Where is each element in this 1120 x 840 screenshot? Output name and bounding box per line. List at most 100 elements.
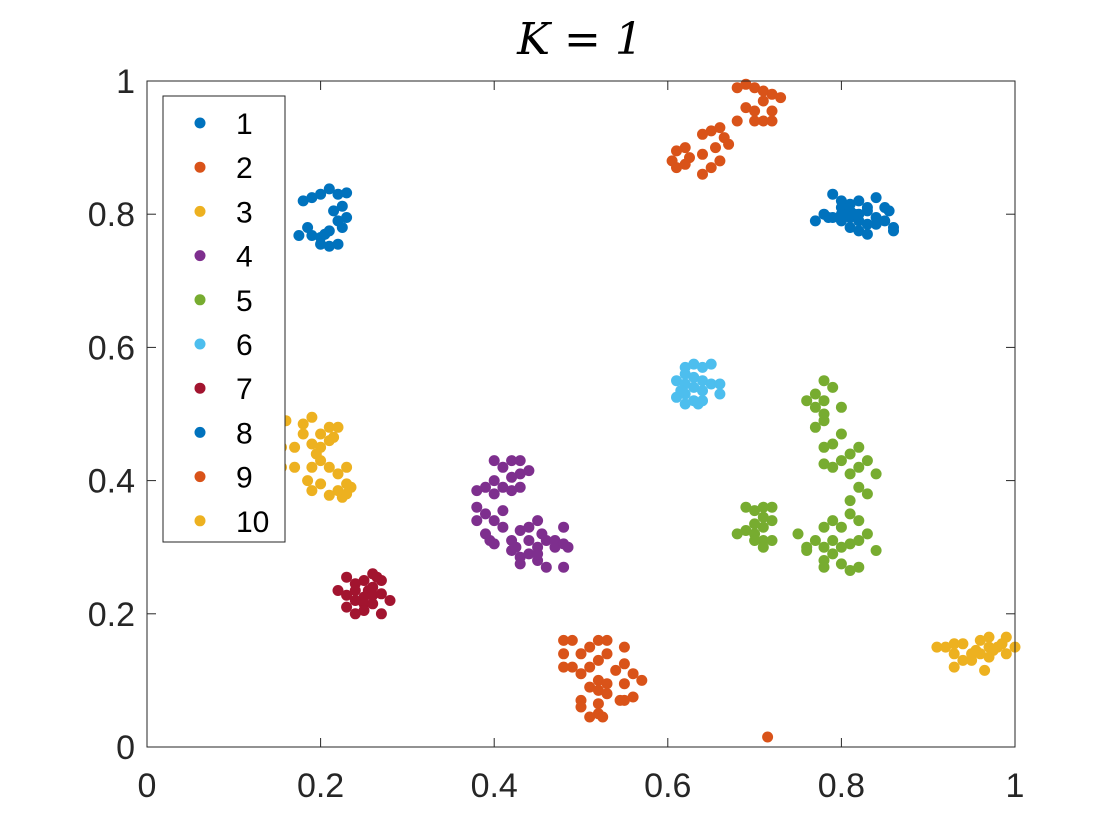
data-point-series-2 (731, 115, 743, 127)
data-point-series-5 (861, 488, 873, 500)
legend-marker (194, 426, 206, 438)
data-point-series-5 (844, 495, 856, 507)
data-point-series-1 (341, 187, 353, 199)
data-point-series-3 (297, 428, 309, 440)
data-point-series-3 (289, 461, 301, 473)
data-point-series-2 (697, 148, 708, 160)
data-point-series-6 (705, 378, 717, 390)
data-point-series-4 (532, 548, 544, 560)
data-point-series-9 (592, 684, 604, 696)
data-point-series-9 (636, 674, 648, 686)
data-point-series-10 (948, 638, 960, 650)
data-point-series-3 (341, 461, 353, 473)
data-point-series-5 (749, 505, 761, 517)
data-point-series-6 (688, 358, 700, 370)
data-point-series-3 (323, 421, 335, 433)
x-tick-label: 1 (1006, 767, 1025, 805)
data-point-series-2 (757, 85, 769, 97)
data-point-series-6 (714, 388, 726, 400)
data-point-series-8 (853, 225, 865, 237)
series-5 (731, 375, 882, 576)
data-point-series-9 (558, 634, 570, 646)
legend-item: 8 (194, 417, 253, 450)
data-point-series-5 (853, 441, 865, 453)
data-point-series-3 (341, 478, 353, 490)
data-point-series-5 (844, 508, 856, 520)
data-point-series-9 (601, 678, 613, 690)
data-point-series-1 (323, 183, 335, 195)
data-point-series-5 (818, 415, 830, 427)
data-point-series-9 (575, 701, 587, 713)
data-point-series-10 (966, 654, 978, 666)
data-point-series-4 (514, 468, 526, 480)
data-point-series-2 (740, 78, 752, 90)
data-point-series-10 (940, 641, 952, 653)
data-point-series-7 (358, 605, 370, 616)
data-point-series-6 (688, 381, 700, 393)
data-point-series-1 (293, 230, 305, 241)
data-point-series-9 (618, 678, 630, 690)
data-point-series-5 (844, 448, 856, 460)
data-point-series-10 (931, 641, 943, 653)
data-point-series-5 (827, 515, 839, 527)
data-point-series-5 (835, 455, 847, 467)
data-point-series-4 (506, 471, 518, 483)
data-point-series-4 (497, 481, 509, 493)
data-point-series-5 (757, 511, 769, 523)
data-point-series-6 (679, 398, 691, 410)
data-point-series-1 (297, 195, 309, 207)
x-tick-label: 0.4 (471, 767, 518, 805)
data-point-series-7 (358, 575, 370, 586)
data-point-series-9 (627, 691, 639, 703)
data-point-series-9 (610, 664, 622, 676)
data-point-series-1 (341, 212, 353, 223)
data-point-series-5 (835, 401, 847, 413)
legend-marker (194, 250, 206, 262)
data-point-series-6 (705, 358, 717, 370)
data-point-series-1 (315, 238, 327, 250)
ticks-layer: 0 0.2 0.4 0.6 0.8 100.20.40.60.81 (88, 63, 1025, 805)
data-point-series-5 (844, 565, 856, 576)
data-point-series-5 (818, 561, 830, 573)
data-point-series-2 (731, 82, 743, 94)
legend-label: 9 (236, 462, 253, 495)
data-point-series-5 (818, 441, 830, 453)
legend-item: 9 (194, 462, 253, 495)
legend-marker (194, 515, 206, 527)
series-1 (293, 183, 353, 252)
data-point-series-6 (697, 375, 708, 387)
data-point-series-5 (853, 461, 865, 473)
data-point-series-4 (514, 455, 526, 467)
data-point-series-7 (341, 601, 353, 613)
data-point-series-5 (749, 535, 761, 546)
legend-marker (194, 338, 206, 350)
data-point-series-9 (566, 634, 578, 646)
data-point-series-8 (835, 208, 847, 220)
y-tick-label: 0.6 (88, 329, 135, 367)
data-point-series-3 (306, 438, 318, 450)
data-point-series-9 (601, 634, 613, 646)
data-point-series-5 (853, 535, 865, 546)
x-tick-label: 0.2 (297, 767, 344, 805)
data-point-series-1 (306, 192, 318, 204)
data-point-series-10 (970, 644, 982, 656)
data-point-series-5 (835, 428, 847, 440)
series-4 (471, 455, 574, 573)
data-point-series-9 (601, 648, 613, 660)
data-point-series-4 (514, 481, 526, 493)
data-point-series-7 (349, 608, 361, 620)
data-point-series-3 (306, 411, 318, 423)
data-point-series-5 (853, 481, 865, 493)
data-point-series-4 (523, 548, 535, 560)
data-point-series-2 (757, 95, 769, 107)
legend-label: 10 (236, 506, 269, 539)
data-point-series-5 (809, 535, 821, 546)
data-point-series-2 (697, 128, 708, 140)
data-point-series-4 (488, 488, 500, 500)
data-point-series-2 (666, 155, 678, 167)
data-point-series-6 (697, 385, 708, 397)
data-point-series-8 (822, 212, 834, 223)
data-point-series-5 (801, 395, 813, 407)
data-point-series-10 (957, 654, 969, 666)
data-point-series-3 (315, 478, 327, 490)
